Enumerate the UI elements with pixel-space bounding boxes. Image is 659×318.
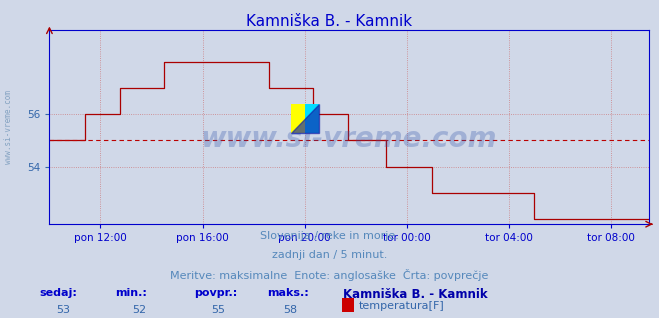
Text: Kamniška B. - Kamnik: Kamniška B. - Kamnik xyxy=(343,288,487,301)
Polygon shape xyxy=(291,104,319,133)
Text: www.si-vreme.com: www.si-vreme.com xyxy=(4,90,13,164)
Text: Slovenija / reke in morje.: Slovenija / reke in morje. xyxy=(260,231,399,240)
Text: temperatura[F]: temperatura[F] xyxy=(358,301,444,310)
Text: 53: 53 xyxy=(56,305,70,315)
Text: maks.:: maks.: xyxy=(267,288,308,298)
Text: 58: 58 xyxy=(283,305,297,315)
Text: 52: 52 xyxy=(132,305,146,315)
Text: Meritve: maksimalne  Enote: anglosaške  Črta: povprečje: Meritve: maksimalne Enote: anglosaške Čr… xyxy=(170,269,489,281)
Bar xyxy=(304,104,319,133)
Text: 55: 55 xyxy=(211,305,225,315)
Text: zadnji dan / 5 minut.: zadnji dan / 5 minut. xyxy=(272,250,387,259)
Bar xyxy=(291,104,304,133)
Text: Kamniška B. - Kamnik: Kamniška B. - Kamnik xyxy=(246,14,413,29)
Text: povpr.:: povpr.: xyxy=(194,288,238,298)
Text: min.:: min.: xyxy=(115,288,147,298)
Text: www.si-vreme.com: www.si-vreme.com xyxy=(201,125,498,153)
Text: sedaj:: sedaj: xyxy=(40,288,77,298)
